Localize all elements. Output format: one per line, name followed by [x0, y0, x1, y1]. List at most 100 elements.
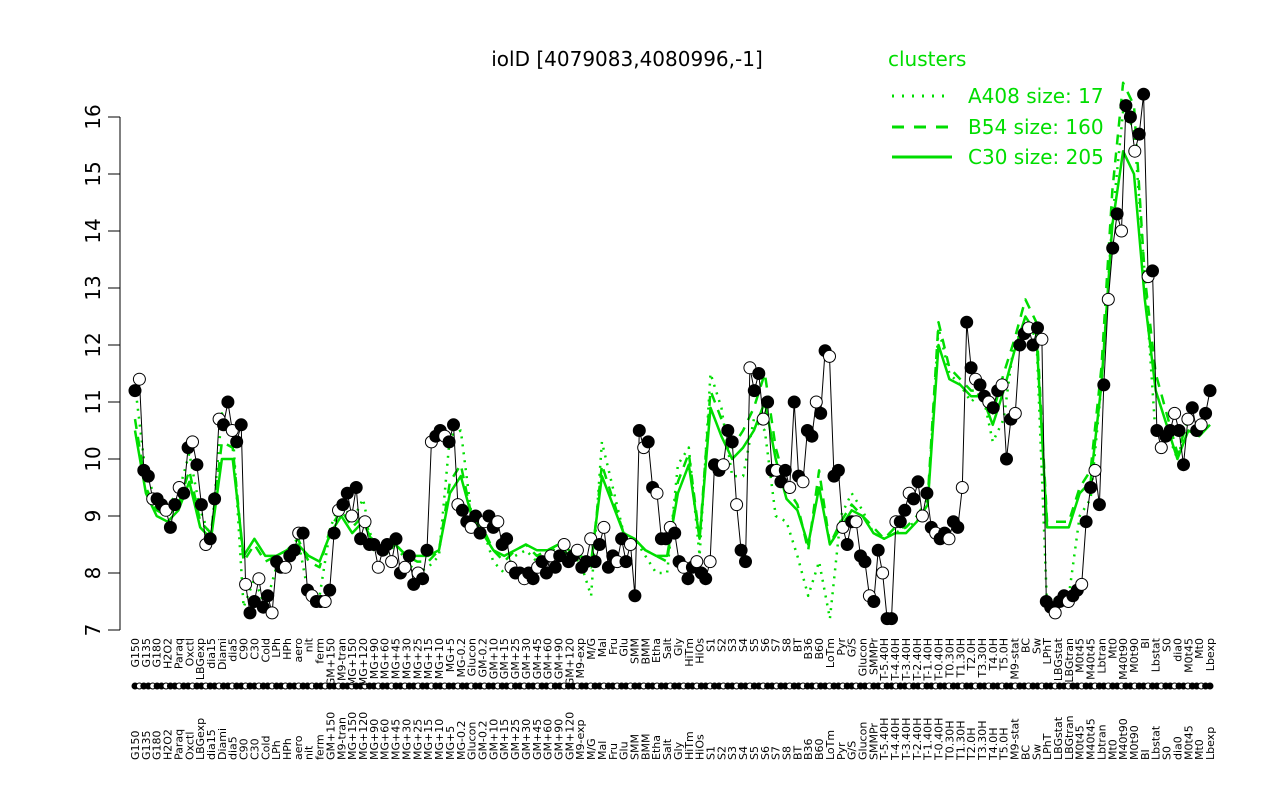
x-tick-label-bottom: S3 [726, 746, 739, 760]
data-point [1008, 406, 1022, 420]
x-tick-label-bottom: Glucon [466, 722, 479, 760]
x-tick-label: Oxctl [183, 638, 196, 666]
data-point [230, 435, 244, 449]
legend-label-c30: C30 size: 205 [968, 145, 1104, 169]
x-tick-label-bottom: Etha [650, 735, 663, 760]
data-point [296, 526, 310, 540]
data-point [624, 538, 637, 551]
data-point [783, 481, 797, 494]
x-tick-label-bottom: M0t90 [1128, 725, 1141, 760]
x-tick-label-bottom: Diami [216, 728, 229, 760]
data-point [261, 589, 275, 603]
x-tick-label-bottom: GM+45 [531, 719, 544, 760]
x-tick-label: MG+120 [357, 638, 370, 686]
data-point [442, 435, 456, 449]
y-tick-label: 10 [81, 446, 105, 471]
x-tick-label-bottom: T-1.40H [922, 718, 935, 761]
data-point [1128, 144, 1142, 158]
x-tick-label: MG+45 [390, 638, 403, 679]
x-tick-label: S6 [759, 638, 772, 652]
data-point [1079, 515, 1093, 529]
data-point [323, 583, 337, 597]
data-point [1194, 418, 1208, 432]
x-tick-label-bottom: MG+25 [411, 719, 424, 760]
x-tick-label: GM+150 [324, 638, 337, 686]
x-tick-label-bottom: Glucon [857, 722, 870, 760]
x-tick-label: LBGexp [194, 638, 207, 680]
data-point [1115, 224, 1128, 238]
x-tick-label-bottom: G180 [151, 730, 164, 760]
x-tick-label-bottom: S0 [1161, 746, 1174, 760]
data-point [823, 349, 836, 363]
data-point [186, 435, 199, 449]
chart-title: iolD [4079083,4080996,-1] [491, 47, 763, 71]
x-tick-label: G150 [129, 638, 142, 668]
x-tick-label: C30 [248, 638, 261, 660]
data-point [885, 612, 898, 626]
x-tick-label: Mt0 [1106, 638, 1119, 659]
x-tick-label-bottom: HiTm [683, 731, 696, 760]
x-tick-label-bottom: MG+120 [357, 712, 370, 760]
x-tick-label-bottom: M9-stat [1009, 718, 1022, 760]
legend-label-b54: B54 size: 160 [968, 115, 1104, 139]
data-point [1154, 441, 1168, 455]
x-tick-label-bottom: MG+90 [368, 719, 381, 760]
y-tick-label: 12 [81, 332, 105, 357]
data-point [1092, 498, 1106, 512]
data-point [632, 424, 646, 437]
x-tick-label: Salt [661, 637, 674, 659]
data-point [1075, 577, 1089, 591]
x-tick-label: Glu [618, 638, 631, 657]
x-tick-label: LPh [270, 638, 283, 658]
x-tick-label: Lbexp [1204, 638, 1217, 671]
x-tick-label-bottom: T-5.40H [878, 718, 891, 761]
x-tick-label-bottom: G135 [140, 730, 153, 760]
x-tick-label: Pyr [835, 638, 848, 656]
x-tick-label-bottom: Oxctl [183, 732, 196, 760]
data-point [1168, 406, 1182, 420]
x-tick-label-bottom: GM-0.2 [476, 721, 489, 760]
data-point [327, 526, 341, 540]
x-tick-label-bottom: T5.0H [998, 728, 1011, 761]
x-tick-label-bottom: M0t45 [1182, 725, 1195, 760]
x-tick-label: Cold [259, 638, 272, 662]
x-tick-label: T-5.40H [878, 638, 891, 681]
x-tick-label: GM+25 [509, 638, 522, 679]
x-tick-label: MG+90 [368, 638, 381, 679]
data-point [234, 418, 248, 432]
x-tick-label-bottom: LBGtran [1063, 715, 1076, 760]
x-tick-label: GM+45 [531, 638, 544, 679]
data-point [1203, 384, 1217, 398]
data-point [1199, 406, 1213, 420]
x-tick-label-bottom: MG+150 [346, 712, 359, 760]
y-tick-label: 9 [81, 510, 105, 523]
data-point [747, 384, 761, 398]
data-point [756, 412, 770, 426]
x-tick-label: LBGtran [1063, 638, 1076, 683]
x-tick-label: GM+120 [563, 638, 576, 686]
x-tick-label: H2O2 [162, 638, 175, 669]
data-point [960, 315, 974, 329]
x-tick-label: LPhT [1041, 638, 1054, 665]
x-tick-label-bottom: T-0.40H [933, 718, 946, 761]
data-point [1119, 99, 1133, 113]
x-tick-label: GM+30 [520, 638, 533, 679]
data-point [893, 515, 907, 529]
x-tick-label-bottom: Glu [618, 741, 631, 760]
data-point [898, 503, 912, 517]
x-rug-marker [1206, 682, 1214, 690]
x-tick-label: Diami [216, 638, 229, 670]
x-tick-label-bottom: S1 [705, 746, 718, 760]
data-point [1181, 412, 1195, 426]
x-tick-label: S1 [705, 638, 718, 652]
data-point [805, 429, 819, 443]
x-tick-label-bottom: M9-tran [335, 717, 348, 760]
x-tick-label-bottom: GM+10 [487, 719, 500, 760]
y-tick-label: 14 [81, 218, 105, 243]
x-tick-label: Glucon [466, 638, 479, 676]
x-tick-label-bottom: Cold [259, 736, 272, 760]
data-point [548, 560, 562, 574]
x-tick-label: T2.0H [965, 638, 978, 671]
data-point [455, 503, 469, 517]
